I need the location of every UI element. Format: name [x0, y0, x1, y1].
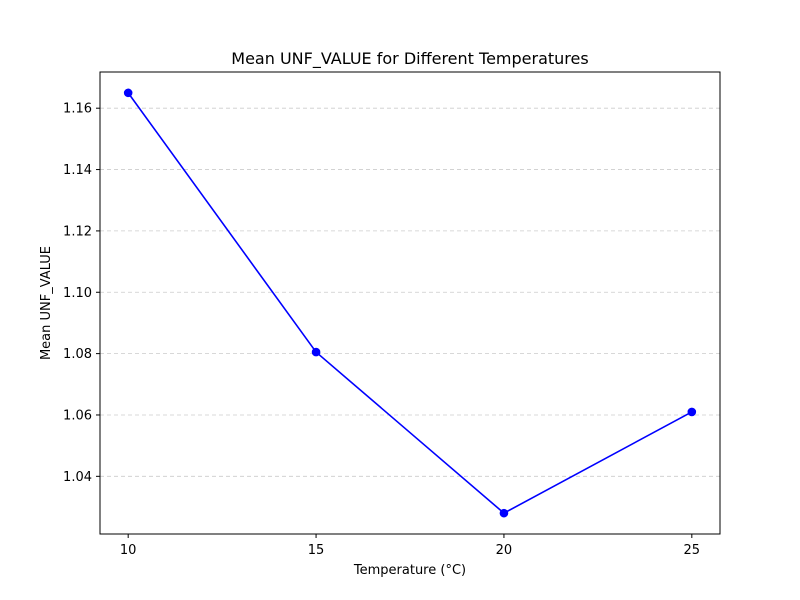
plot-frame — [99, 71, 721, 535]
y-tick-label: 1.16 — [63, 102, 92, 117]
data-point — [311, 347, 321, 357]
x-tick-label: 10 — [120, 543, 137, 558]
y-tick-label: 1.14 — [63, 163, 92, 178]
series-layer — [123, 88, 697, 518]
x-tick-label: 20 — [496, 543, 513, 558]
axes: 1.04 1.06 1.08 1.10 1.12 1.14 1.16 10 15 20 25 — [63, 71, 721, 558]
y-tick-label: 1.08 — [63, 347, 92, 362]
y-tick-label: 1.06 — [63, 408, 92, 423]
y-tick-label: 1.12 — [63, 224, 92, 239]
data-point — [123, 88, 133, 98]
data-point — [687, 407, 697, 417]
x-axis-label: Temperature (°C) — [353, 563, 466, 578]
series-line — [127, 92, 693, 514]
x-tick-label: 25 — [684, 543, 701, 558]
y-tick-label: 1.10 — [63, 286, 92, 301]
y-tick-label: 1.04 — [63, 470, 92, 485]
chart-title: Mean UNF_VALUE for Different Temperature… — [231, 49, 588, 69]
y-axis-label: Mean UNF_VALUE — [39, 246, 54, 360]
grid-lines — [100, 107, 720, 477]
data-point — [499, 508, 509, 518]
x-tick-label: 15 — [308, 543, 325, 558]
